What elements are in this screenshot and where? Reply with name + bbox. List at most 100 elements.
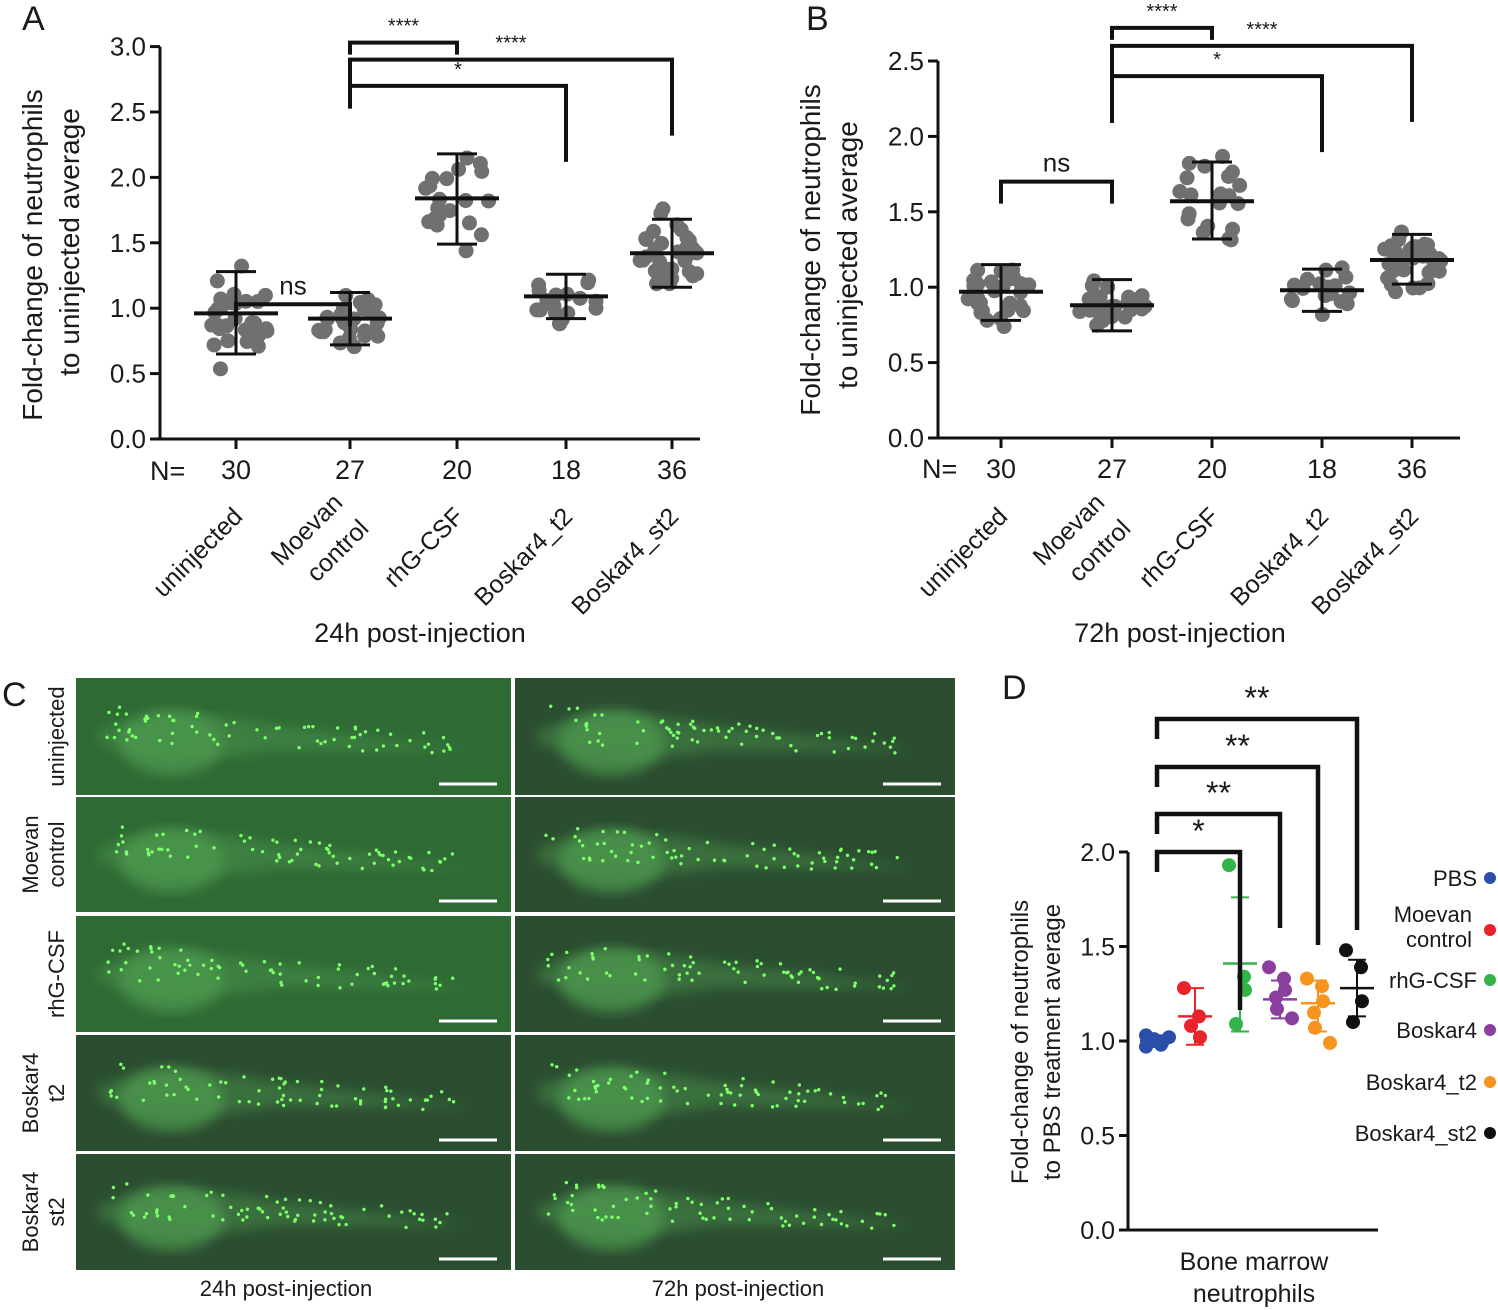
neutrophil-dot	[701, 1216, 705, 1220]
neutrophil-dot	[442, 749, 446, 753]
data-point	[1090, 303, 1106, 319]
neutrophil-dot	[397, 859, 402, 864]
neutrophil-dot	[608, 1077, 613, 1082]
y-tick-label: 0.0	[888, 423, 924, 453]
neutrophil-dot	[575, 706, 580, 710]
data-point	[1270, 1001, 1284, 1016]
neutrophil-dot	[170, 1193, 175, 1198]
data-point	[473, 227, 489, 243]
neutrophil-dot	[297, 961, 301, 965]
neutrophil-dot	[350, 735, 354, 740]
neutrophil-dot	[748, 724, 752, 728]
neutrophil-dot	[879, 1091, 883, 1095]
neutrophil-dot	[811, 970, 816, 975]
neutrophil-dot	[295, 852, 300, 856]
data-point	[209, 273, 225, 289]
neutrophil-dot	[353, 727, 358, 731]
neutrophil-dot	[690, 738, 694, 742]
neutrophil-dot	[338, 986, 342, 990]
neutrophil-dot	[761, 728, 765, 732]
neutrophil-dot	[270, 1077, 275, 1081]
neutrophil-dot	[430, 868, 434, 873]
neutrophil-dot	[165, 1093, 169, 1097]
legend-marker	[1484, 924, 1496, 936]
neutrophil-dot	[184, 828, 189, 833]
neutrophil-dot	[237, 1099, 242, 1104]
neutrophil-dot	[316, 983, 320, 988]
neutrophil-dot	[570, 1193, 574, 1198]
x-tick-label: uninjected	[913, 502, 1013, 602]
neutrophil-dot	[265, 1215, 270, 1220]
n-count: 30	[221, 455, 251, 485]
neutrophil-dot	[601, 859, 605, 863]
neutrophil-dot	[770, 1105, 775, 1109]
y-tick-label: 0.0	[1080, 1217, 1115, 1245]
neutrophil-dot	[244, 969, 248, 973]
neutrophil-dot	[676, 722, 680, 727]
neutrophil-dot	[643, 978, 647, 982]
neutrophil-dot	[152, 1081, 157, 1085]
neutrophil-dot	[820, 987, 824, 991]
neutrophil-dot	[141, 1098, 146, 1102]
neutrophil-dot	[715, 726, 720, 730]
neutrophil-dot	[574, 1185, 579, 1190]
neutrophil-dot	[839, 1209, 843, 1214]
neutrophil-dot	[279, 980, 283, 985]
neutrophil-dot	[146, 716, 150, 720]
panel-label-d: D	[1002, 669, 1027, 707]
neutrophil-dot	[775, 736, 779, 740]
neutrophil-dot	[395, 743, 399, 748]
data-point	[581, 272, 597, 288]
neutrophil-dot	[861, 1101, 865, 1106]
neutrophil-dot	[755, 964, 760, 969]
neutrophil-dot	[281, 1103, 286, 1108]
significance-bracket	[348, 83, 568, 162]
data-point	[1262, 960, 1276, 975]
neutrophil-dot	[328, 843, 332, 848]
neutrophil-dot	[827, 1212, 831, 1217]
neutrophil-dot	[332, 1216, 336, 1221]
neutrophil-dot	[331, 854, 335, 859]
neutrophil-dot	[799, 970, 803, 974]
y-tick-label: 2.5	[888, 46, 924, 76]
neutrophil-dot	[809, 867, 814, 871]
neutrophil-dot	[316, 975, 321, 980]
neutrophil-dot	[688, 955, 693, 959]
neutrophil-dot	[670, 963, 675, 968]
neutrophil-dot	[283, 1197, 288, 1202]
neutrophil-dot	[755, 959, 759, 963]
neutrophil-dot	[360, 749, 365, 753]
y-tick-label: 0.5	[888, 348, 924, 378]
y-tick-label: 2.0	[888, 121, 924, 151]
y-tick-label: 1.5	[110, 228, 146, 258]
neutrophil-dot	[670, 856, 674, 860]
neutrophil-dot	[229, 1205, 233, 1210]
neutrophil-dot	[772, 843, 776, 847]
data-point	[1177, 981, 1191, 996]
neutrophil-dot	[611, 1204, 616, 1208]
neutrophil-dot	[352, 735, 357, 740]
neutrophil-dot	[374, 748, 379, 752]
neutrophil-dot	[720, 1197, 725, 1201]
neutrophil-dot	[883, 1213, 887, 1217]
neutrophil-dot	[796, 1098, 800, 1103]
data-point	[1355, 994, 1369, 1009]
neutrophil-dot	[742, 1204, 746, 1209]
data-point	[422, 178, 438, 194]
neutrophil-dot	[423, 745, 427, 749]
neutrophil-dot	[212, 737, 216, 742]
neutrophil-dot	[675, 736, 679, 740]
legend-label: Boskar4_t2	[1366, 1070, 1477, 1095]
neutrophil-dot	[739, 1083, 744, 1088]
neutrophil-dot	[164, 1083, 169, 1087]
neutrophil-dot	[784, 1096, 788, 1101]
neutrophil-dot	[156, 978, 160, 982]
neutrophil-dot	[871, 739, 875, 743]
y-axis-label-line1: Fold-change of neutrophils	[795, 84, 826, 416]
data-point	[1333, 293, 1349, 309]
neutrophil-dot	[232, 720, 236, 725]
neutrophil-dot	[885, 978, 890, 983]
neutrophil-dot	[794, 1104, 798, 1109]
neutrophil-dot	[565, 1200, 570, 1205]
data-point	[461, 215, 477, 231]
